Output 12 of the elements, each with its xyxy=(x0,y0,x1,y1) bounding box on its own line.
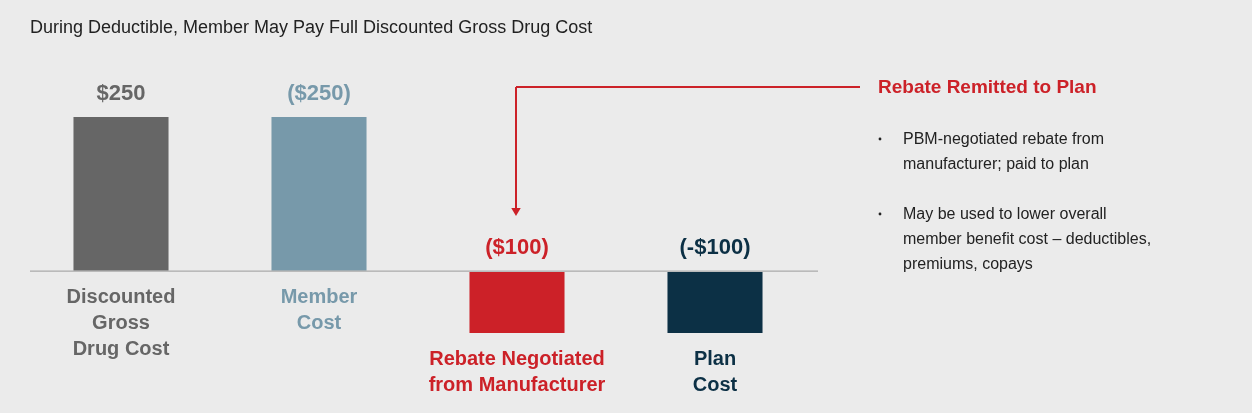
x-tick-label: Rebate Negotiated from Manufacturer xyxy=(428,347,606,395)
data-label: ($250) xyxy=(287,80,351,105)
data-label: (-$100) xyxy=(679,234,751,260)
data-label: ($100) xyxy=(485,234,549,260)
x-tick-label: Discounted Gross Drug Cost xyxy=(66,285,176,360)
text: Rebate Remitted to Plan xyxy=(878,76,1097,97)
data-label: $250 xyxy=(96,80,146,105)
text: PBM-negotiated rebate from manufacturer; paid to plan xyxy=(903,130,1104,172)
x-tick-label: Member Cost xyxy=(280,285,358,334)
chart-title: During Deductible, Member May Pay Full Discounted Gross Drug Cost xyxy=(30,17,593,37)
text: May be used to lower overall member benefit cost – deductibles, premiums, copays xyxy=(903,205,1152,272)
x-tick-label: Plan Cost xyxy=(692,347,738,395)
